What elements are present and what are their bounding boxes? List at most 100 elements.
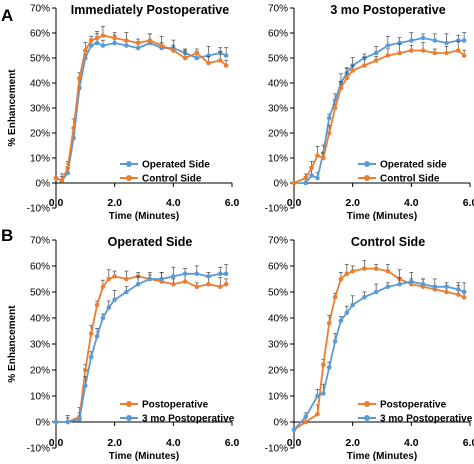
data-point — [326, 130, 332, 136]
data-point — [326, 115, 332, 121]
data-point — [332, 339, 338, 344]
y-tick-label: 60% — [30, 29, 50, 40]
y-tick-label: 60% — [30, 262, 50, 273]
data-point — [112, 35, 117, 41]
legend-entry: Operated side — [380, 160, 447, 171]
data-point — [321, 362, 326, 368]
data-point — [350, 68, 355, 73]
data-point — [338, 276, 344, 282]
data-point — [223, 53, 229, 58]
y-tick-label: 40% — [30, 314, 50, 325]
data-point — [315, 393, 320, 399]
data-point — [321, 391, 326, 396]
y-tick-label: 0% — [274, 418, 289, 429]
x-tick-label: 2.0 — [345, 437, 360, 449]
y-tick-label: -10% — [265, 444, 288, 455]
legend-entry: 3 mo Postoperative — [380, 414, 473, 425]
data-point — [217, 271, 223, 277]
data-point — [77, 75, 82, 81]
data-point — [303, 180, 309, 186]
panel-label-a: A — [1, 6, 14, 25]
x-tick-label: 0.0 — [49, 437, 64, 449]
data-point — [397, 281, 402, 287]
y-tick-label: 10% — [268, 392, 288, 403]
legend-entry: Postoperative — [380, 400, 447, 411]
y-axis-label: % Enhancement — [7, 69, 18, 147]
x-tick-label: 4.0 — [166, 197, 181, 209]
data-point — [206, 281, 211, 287]
data-point — [100, 33, 106, 38]
data-point — [206, 274, 211, 279]
chart-title: Immediately Postoperative — [71, 3, 229, 17]
y-tick-label: 70% — [30, 236, 50, 247]
data-point — [112, 40, 117, 46]
data-point — [94, 35, 100, 41]
data-point — [182, 279, 188, 284]
data-point — [159, 276, 164, 282]
chart-panel-1: -10% 0% 10% 20% 30% 40% 50% 60% 70% 0.0 2.0 4.0 6.0 T… — [7, 3, 239, 222]
data-point — [373, 58, 379, 63]
x-axis-label: Time (Minutes) — [109, 451, 179, 462]
data-point — [344, 75, 350, 81]
data-point — [315, 411, 320, 417]
y-tick-label: 50% — [268, 54, 288, 65]
data-point — [94, 302, 100, 308]
series-2 — [53, 25, 229, 183]
data-point — [88, 43, 94, 48]
legend-marker — [126, 401, 132, 407]
data-point — [112, 274, 117, 279]
x-tick-label: 0.0 — [287, 437, 302, 449]
data-point — [397, 50, 402, 56]
data-point — [100, 315, 106, 321]
data-point — [53, 175, 59, 181]
data-point — [100, 43, 106, 48]
legend-marker — [364, 161, 370, 167]
chart-panel-2: -10% 0% 10% 20% 30% 40% 50% 60% 70% 0.0 2.0 4.0 6.0 T… — [265, 3, 474, 222]
x-tick-label: 4.0 — [404, 197, 419, 209]
data-point — [432, 38, 438, 43]
x-tick-label: 0.0 — [287, 197, 302, 209]
data-point — [106, 305, 112, 310]
y-tick-label: 60% — [268, 29, 288, 40]
panel-label-b: B — [1, 226, 14, 245]
data-point — [461, 294, 467, 300]
y-tick-label: 10% — [30, 392, 50, 403]
x-tick-label: 6.0 — [225, 197, 240, 209]
data-point — [291, 180, 297, 186]
data-point — [326, 320, 332, 326]
x-tick-label: 4.0 — [166, 437, 181, 449]
y-tick-label: 30% — [30, 104, 50, 115]
legend-marker — [364, 175, 370, 181]
data-point — [461, 53, 467, 58]
data-point — [461, 289, 467, 295]
data-point — [223, 281, 229, 287]
data-point — [147, 38, 153, 43]
data-point — [397, 40, 402, 46]
y-tick-label: 70% — [268, 4, 288, 15]
data-point — [432, 50, 438, 56]
y-axis-label: % Enhancement — [7, 305, 18, 383]
data-point — [420, 35, 426, 41]
data-point — [182, 55, 188, 61]
y-tick-label: 0% — [36, 418, 51, 429]
data-point — [409, 48, 414, 53]
data-point — [88, 331, 94, 336]
data-point — [321, 155, 326, 161]
x-axis-label: Time (Minutes) — [109, 211, 179, 222]
data-point — [362, 294, 367, 300]
y-tick-label: 0% — [36, 179, 51, 190]
data-point — [88, 354, 94, 360]
y-tick-label: 10% — [30, 154, 50, 165]
y-tick-label: 70% — [30, 4, 50, 15]
legend-entry: Postoperative — [142, 400, 209, 411]
y-tick-label: 70% — [268, 236, 288, 247]
data-point — [135, 40, 141, 46]
data-point — [88, 38, 94, 43]
x-tick-label: 6.0 — [225, 437, 240, 449]
x-axis-label: Time (Minutes) — [347, 451, 417, 462]
data-point — [223, 271, 229, 277]
data-point — [332, 105, 338, 111]
data-point — [217, 58, 223, 63]
data-point — [206, 60, 211, 66]
y-tick-label: 40% — [268, 79, 288, 90]
